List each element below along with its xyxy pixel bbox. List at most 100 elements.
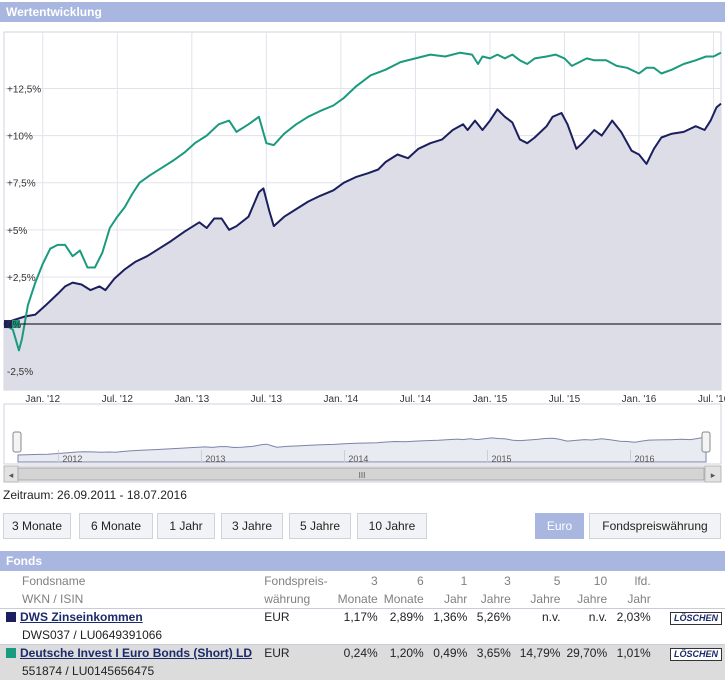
- navigator-year-label: 2014: [348, 454, 368, 464]
- series-start-marker: [12, 320, 20, 329]
- table-row-ids: 551874 / LU0145656475: [0, 662, 725, 680]
- perf-5y: n.v.: [513, 607, 564, 626]
- period-3-months-button[interactable]: 3 Monate: [3, 513, 71, 539]
- x-tick-labels: Jan. '12 Jul. '12 Jan. '13 Jul. '13 Jan. '14…: [25, 394, 725, 405]
- series-color-swatch: [6, 612, 16, 623]
- col-header-ytd-2: Jahr: [627, 591, 651, 606]
- series-color-swatch: [6, 648, 16, 659]
- perf-ytd: 1,01%: [610, 643, 654, 662]
- perf-ytd: 2,03%: [610, 607, 654, 626]
- y-tick-label: -2,5%: [7, 367, 33, 378]
- fund-currency: EUR: [261, 607, 335, 626]
- col-header-3m-2: Monate: [337, 591, 378, 606]
- funds-section-title: Fonds: [6, 554, 42, 568]
- table-row: DWS Zinseinkommen EUR 1,17% 2,89% 1,36% …: [0, 607, 725, 626]
- col-header-10y: 10: [593, 574, 608, 588]
- performance-section-title: Wertentwicklung: [6, 5, 102, 19]
- period-3-years-button[interactable]: 3 Jahre: [221, 513, 283, 539]
- y-tick-label: +2,5%: [7, 273, 36, 284]
- x-tick-label: Jan. '16: [622, 394, 657, 405]
- navigator-year-label: 2012: [62, 454, 82, 464]
- y-tick-label: 0%: [7, 320, 22, 331]
- col-header-currency-2: währung: [264, 591, 311, 606]
- col-header-10y-2: Jahre: [577, 591, 608, 606]
- period-6-months-button[interactable]: 6 Monate: [79, 513, 153, 539]
- performance-chart: +12,5%+10%+7,5%+5%+2,5%0%-2,5% Jan. '12 J…: [3, 31, 725, 483]
- scroll-thumb[interactable]: [17, 467, 705, 481]
- col-header-3m: 3: [371, 574, 378, 588]
- col-header-ids: WKN / ISIN: [22, 591, 84, 606]
- x-tick-label: Jan. '14: [324, 394, 359, 405]
- navigator-right-handle[interactable]: [701, 431, 711, 453]
- fund-link-deutsche-invest[interactable]: Deutsche Invest I Euro Bonds (Short) LD: [20, 646, 253, 661]
- col-header-ytd: lfd.: [634, 574, 651, 588]
- perf-3m: 0,24%: [334, 643, 381, 662]
- scroll-right-icon: ▸: [711, 470, 716, 480]
- currency-fund-button[interactable]: Fondspreiswährung: [589, 513, 721, 539]
- y-tick-labels: +12,5% +10% +7,5% +5% +2,5% 0% -2,5%: [7, 85, 41, 379]
- col-header-currency: Fondspreis-: [264, 574, 328, 588]
- perf-3y: 5,26%: [470, 607, 514, 626]
- navigator-left-handle[interactable]: [12, 431, 22, 453]
- fund-link-dws-zinseinkommen[interactable]: DWS Zinseinkommen: [20, 610, 143, 625]
- fund-ids: DWS037 / LU0649391066: [22, 627, 163, 642]
- currency-euro-button[interactable]: Euro: [535, 513, 584, 539]
- scroll-right-button[interactable]: [704, 465, 722, 483]
- period-5-years-button[interactable]: 5 Jahre: [289, 513, 351, 539]
- navigator-year-label: 2013: [205, 454, 225, 464]
- series-area-dws: [4, 103, 721, 390]
- col-header-5y-2: Jahre: [530, 591, 561, 606]
- x-tick-label: Jan. '12: [25, 394, 60, 405]
- performance-section-header: Wertentwicklung: [0, 2, 725, 22]
- y-tick-label: +7,5%: [7, 179, 36, 190]
- date-range-label: Zeitraum: 26.09.2011 - 18.07.2016: [3, 488, 187, 502]
- table-row-ids: DWS037 / LU0649391066: [0, 626, 725, 644]
- x-tick-label: Jan. '13: [174, 394, 209, 405]
- y-tick-label: +12,5%: [7, 85, 41, 96]
- series-line-1: [3, 51, 722, 352]
- series-start-marker: [4, 320, 12, 329]
- x-tick-label: Jul. '12: [102, 394, 134, 405]
- col-header-1y: 1: [460, 574, 468, 588]
- fund-currency: EUR: [261, 643, 335, 662]
- col-header-1y-2: Jahr: [443, 591, 468, 606]
- x-tick-label: Jul. '16: [698, 394, 725, 405]
- x-tick-label: Jan. '15: [473, 394, 508, 405]
- perf-3m: 1,17%: [334, 607, 381, 626]
- perf-3y: 3,65%: [470, 643, 514, 662]
- col-header-name: Fondsname: [22, 574, 86, 588]
- perf-5y: 14,79%: [513, 643, 564, 662]
- funds-table: Fondsname Fondspreis- 3 6 1 3 5 10 lfd. …: [0, 572, 725, 680]
- period-10-years-button[interactable]: 10 Jahre: [357, 513, 427, 539]
- delete-fund-button[interactable]: LÖSCHEN: [669, 611, 722, 625]
- perf-1y: 1,36%: [426, 607, 471, 626]
- perf-6m: 1,20%: [380, 643, 427, 662]
- col-header-3y-2: Jahre: [480, 591, 511, 606]
- scroll-grip-icon: III: [359, 471, 366, 480]
- perf-1y: 0,49%: [426, 643, 471, 662]
- perf-6m: 2,89%: [380, 607, 427, 626]
- col-header-3y: 3: [504, 574, 511, 588]
- perf-10y: n.v.: [563, 607, 611, 626]
- table-header-row-2: WKN / ISIN währung Monate Monate Jahr Ja…: [0, 590, 725, 608]
- x-tick-label: Jul. '14: [400, 394, 432, 405]
- x-tick-label: Jul. '15: [549, 394, 581, 405]
- y-tick-label: +10%: [7, 132, 33, 143]
- fund-ids: 551874 / LU0145656475: [22, 664, 155, 678]
- navigator-year-label: 2016: [634, 454, 654, 464]
- delete-fund-button[interactable]: LÖSCHEN: [669, 647, 722, 661]
- series-line-0: [3, 102, 722, 326]
- table-header-row-1: Fondsname Fondspreis- 3 6 1 3 5 10 lfd.: [0, 572, 725, 590]
- col-header-6m-2: Monate: [383, 591, 424, 606]
- perf-10y: 29,70%: [563, 643, 611, 662]
- y-tick-label: +5%: [7, 226, 27, 237]
- table-row: Deutsche Invest I Euro Bonds (Short) LD …: [0, 643, 725, 662]
- navigator-year-labels: 2012 2013 2014 2015 2016: [57, 450, 655, 464]
- series-layer: [3, 51, 722, 390]
- navigator-line: [17, 436, 707, 463]
- navigator-year-label: 2015: [491, 454, 511, 464]
- x-tick-label: Jul. '13: [251, 394, 283, 405]
- col-header-6m: 6: [417, 574, 424, 588]
- period-1-year-button[interactable]: 1 Jahr: [157, 513, 215, 539]
- col-header-5y: 5: [553, 574, 561, 588]
